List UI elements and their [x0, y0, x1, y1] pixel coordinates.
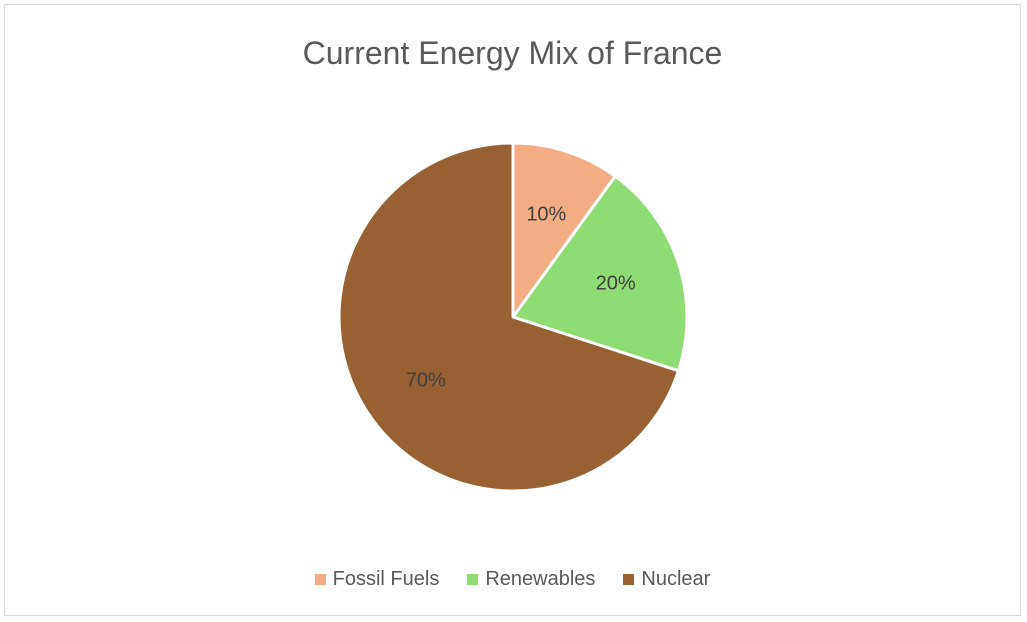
legend-item-fossil-fuels[interactable]: Fossil Fuels — [314, 568, 440, 591]
legend: Fossil Fuels Renewables Nuclear — [5, 568, 1020, 591]
data-label-fossil-fuels: 10% — [526, 203, 566, 225]
legend-item-renewables[interactable]: Renewables — [467, 568, 595, 591]
chart-area: Current Energy Mix of France 10% 20% 70% F… — [4, 4, 1021, 616]
pie-slice-nuclear[interactable] — [337, 141, 680, 493]
data-label-nuclear: 70% — [406, 369, 446, 391]
chart-title: Current Energy Mix of France — [302, 35, 723, 71]
pie-slice-renewables[interactable] — [511, 174, 689, 373]
legend-swatch-nuclear — [623, 574, 635, 585]
legend-swatch-fossil-fuels — [314, 574, 326, 585]
legend-label-nuclear: Nuclear — [641, 568, 711, 590]
data-label-renewables: 20% — [596, 273, 636, 295]
legend-item-nuclear[interactable]: Nuclear — [623, 568, 710, 591]
pie-slice-fossil-fuels[interactable] — [511, 141, 617, 319]
legend-label-fossil-fuels: Fossil Fuels — [332, 568, 440, 590]
legend-swatch-renewables — [467, 574, 479, 585]
pie-chart: 10% 20% 70% — [337, 141, 689, 493]
legend-label-renewables: Renewables — [485, 568, 596, 590]
